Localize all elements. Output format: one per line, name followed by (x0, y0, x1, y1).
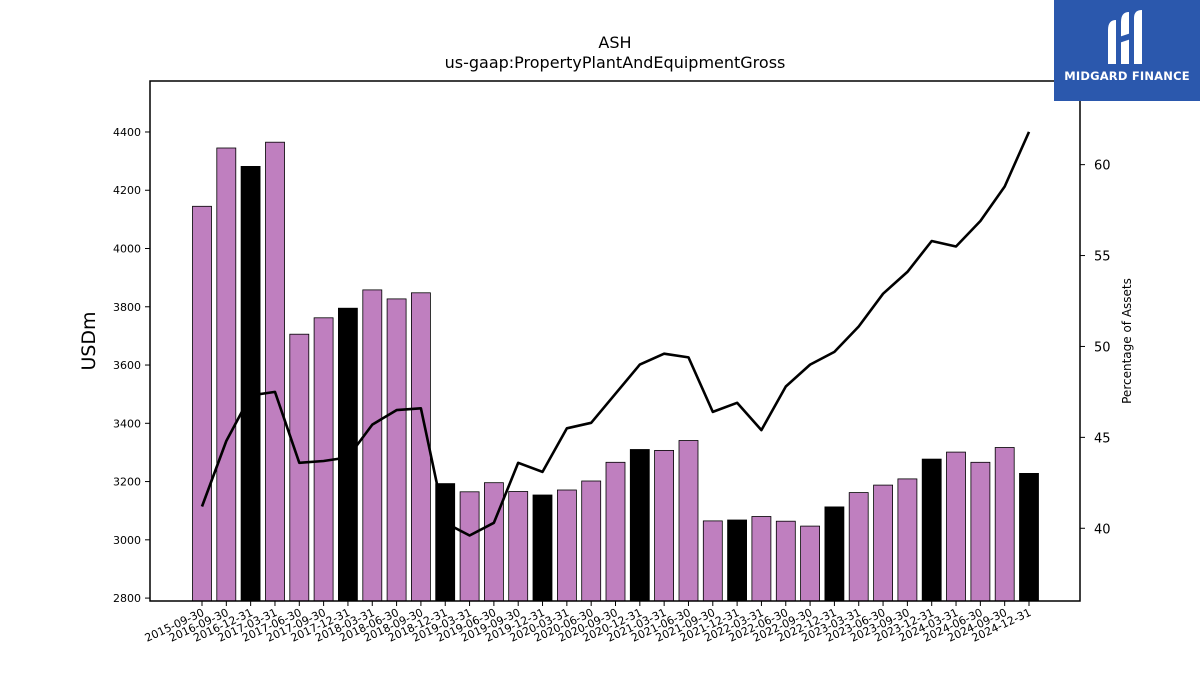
bar-2018-09-30 (410, 292, 431, 602)
line-group (200, 131, 1031, 537)
y2-axis-label: Percentage of Assets (1120, 278, 1134, 404)
y-tick-label: 3600 (113, 359, 141, 372)
bar-2019-03-31 (459, 491, 480, 602)
bar-2022-12-31 (824, 506, 845, 602)
bar-2021-09-30 (702, 520, 723, 602)
y-tick-label: 3800 (113, 301, 141, 314)
y-tick-label: 2800 (113, 592, 141, 605)
y-axis-right: 40 45 50 55 60 (1080, 159, 1111, 537)
bar-2018-03-31 (362, 289, 383, 602)
bar-2016-09-30 (216, 147, 237, 602)
bar-2018-12-31 (435, 483, 456, 602)
bar-2020-12-31 (629, 449, 650, 602)
bar-2020-09-30 (605, 461, 626, 602)
y2-tick-label: 55 (1094, 250, 1111, 265)
logo-text: MIDGARD FINANCE (1064, 69, 1190, 83)
bar-2024-09-30 (994, 447, 1015, 602)
y2-tick-label: 45 (1094, 431, 1111, 446)
bar-2024-03-31 (946, 451, 966, 602)
bar-2021-12-31 (727, 519, 747, 602)
bar-2015-09-30 (192, 205, 212, 602)
bar-2016-12-31 (240, 165, 261, 602)
y-tick-label: 3400 (113, 417, 141, 430)
bar-2023-12-31 (921, 458, 942, 602)
bar-2019-06-30 (483, 482, 504, 602)
bar-2022-06-30 (775, 520, 796, 602)
y-tick-label: 4000 (113, 243, 141, 256)
bar-2021-03-31 (654, 449, 674, 602)
bar-2022-03-31 (751, 516, 772, 602)
bar-2020-03-31 (557, 489, 577, 602)
percentage-line (200, 131, 1031, 537)
bar-2022-09-30 (800, 525, 820, 602)
bar-2023-03-31 (848, 492, 869, 602)
bar-2019-09-30 (508, 491, 529, 602)
bar-2020-06-30 (581, 480, 602, 602)
bar-2017-06-30 (289, 333, 310, 602)
bar-2023-06-30 (873, 484, 893, 602)
y2-tick-label: 50 (1094, 340, 1111, 355)
bar-2024-12-31 (1019, 472, 1039, 602)
y-axis-label: USDm (78, 311, 100, 370)
bar-2019-12-31 (532, 494, 553, 602)
midgard-finance-logo: MIDGARD FINANCE (1054, 0, 1200, 101)
y2-tick-label: 60 (1094, 159, 1111, 174)
y-tick-label: 3200 (113, 476, 141, 489)
y-axis-left: 2800 3000 3200 3400 3600 3800 4000 4200 4400 (113, 126, 150, 605)
x-axis: 2015-09-302016-09-302016-12-312017-03-31… (143, 601, 1033, 645)
bar-2023-09-30 (897, 478, 918, 602)
chart-title: ASH (598, 33, 631, 52)
chart-subtitle: us-gaap:PropertyPlantAndEquipmentGross (445, 53, 786, 72)
y2-tick-label: 40 (1094, 522, 1111, 537)
bar-2024-06-30 (970, 461, 991, 602)
bar-2018-06-30 (386, 298, 407, 602)
y-tick-label: 4200 (113, 184, 141, 197)
logo-mark-icon (1108, 10, 1142, 64)
bars-group (192, 141, 1039, 602)
bar-2017-03-31 (265, 141, 285, 602)
y-tick-label: 3000 (113, 534, 141, 547)
bar-2017-12-31 (337, 307, 358, 602)
bar-2021-06-30 (678, 440, 699, 602)
y-tick-label: 4400 (113, 126, 141, 139)
